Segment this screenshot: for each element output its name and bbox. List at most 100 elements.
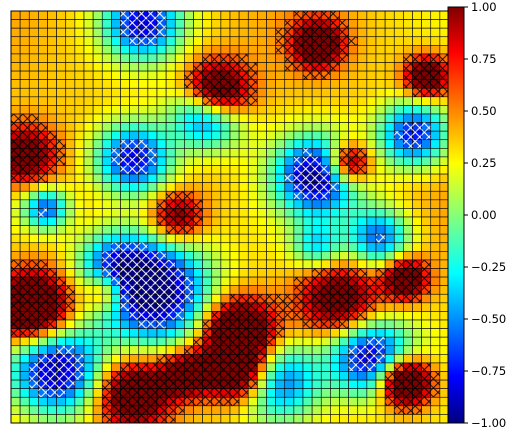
hatch-overlay [184, 371, 194, 381]
heatmap-cell [211, 36, 222, 46]
hatch-overlay [248, 345, 258, 355]
heatmap-cell [247, 45, 258, 55]
heatmap-cell [275, 405, 286, 415]
heatmap-cell [19, 208, 30, 218]
heatmap-cell [101, 87, 112, 98]
hatch-overlay [220, 337, 230, 346]
heatmap-cell [384, 130, 395, 141]
heatmap-cell [184, 319, 194, 329]
hatch-overlay [193, 199, 203, 209]
heatmap-cell [275, 122, 286, 132]
heatmap-cell [211, 130, 222, 141]
hatch-overlay [129, 165, 139, 175]
hatch-overlay [193, 208, 203, 217]
heatmap-cell [211, 19, 222, 29]
heatmap-cell [165, 105, 176, 115]
heatmap-cell [220, 242, 231, 252]
hatch-overlay [129, 302, 139, 312]
heatmap-cell [421, 105, 432, 115]
hatch-overlay [138, 294, 148, 303]
heatmap-cell [247, 27, 258, 38]
hatch-overlay [376, 294, 386, 303]
heatmap-cell [193, 113, 203, 123]
heatmap-cell [357, 45, 368, 55]
heatmap-cell [284, 148, 295, 158]
heatmap-cell [184, 62, 194, 72]
heatmap-cell [393, 233, 404, 244]
hatch-overlay [175, 191, 185, 200]
heatmap-cell [211, 190, 222, 201]
heatmap-cell [156, 336, 167, 347]
hatch-overlay [366, 294, 376, 303]
heatmap-cell [10, 379, 21, 389]
heatmap-cell [19, 62, 30, 72]
hatch-overlay [74, 362, 84, 372]
heatmap-cell [384, 405, 395, 415]
heatmap-cell [257, 242, 267, 252]
colorbar-ticks: 1.000.750.500.250.00−0.25−0.50−0.75−1.00 [464, 0, 506, 430]
heatmap-cell [65, 225, 76, 235]
hatch-overlay [239, 362, 249, 372]
heatmap-cell [28, 208, 39, 218]
heatmap-cell [47, 251, 57, 261]
heatmap-cell [293, 96, 304, 106]
heatmap-cell [284, 96, 295, 106]
heatmap-cell [10, 396, 21, 407]
heatmap-cell [10, 345, 21, 355]
heatmap-cell [65, 10, 76, 20]
heatmap-cell [74, 79, 85, 89]
heatmap-cell [366, 259, 377, 269]
hatch-overlay [275, 45, 285, 54]
heatmap-cell [28, 405, 39, 415]
heatmap-cell [430, 345, 441, 355]
hatch-overlay [312, 11, 322, 20]
heatmap-cell [211, 259, 222, 269]
heatmap-cell [266, 182, 276, 192]
heatmap-cell [83, 268, 94, 278]
hatch-overlay [47, 302, 57, 312]
hatch-overlay [184, 217, 194, 226]
heatmap-cell [10, 242, 21, 252]
hatch-overlay [266, 320, 276, 329]
hatch-overlay [230, 62, 240, 72]
heatmap-cell [284, 225, 295, 235]
hatch-overlay [11, 328, 21, 338]
heatmap-cell [366, 45, 377, 55]
heatmap-cell [92, 302, 103, 312]
hatch-overlay [47, 362, 57, 372]
hatch-overlay [220, 62, 230, 72]
heatmap-cell [174, 336, 185, 347]
heatmap-cell [384, 36, 395, 46]
hatch-overlay [266, 294, 276, 303]
heatmap-cell [74, 233, 85, 244]
heatmap-cell [165, 139, 176, 149]
heatmap-cell [174, 122, 185, 132]
heatmap-cell [421, 173, 432, 183]
hatch-overlay [239, 302, 249, 312]
heatmap-cell [138, 70, 149, 80]
heatmap-cell [384, 242, 395, 252]
heatmap-cell [339, 122, 349, 132]
heatmap-cell [320, 225, 331, 235]
heatmap-cell [284, 122, 295, 132]
heatmap-cell [330, 405, 340, 415]
heatmap-cell [92, 113, 103, 123]
hatch-overlay [120, 28, 130, 37]
heatmap-cell [211, 225, 222, 235]
heatmap-cell [83, 319, 94, 329]
hatch-overlay [129, 380, 139, 389]
heatmap-cell [284, 396, 295, 407]
hatch-overlay [20, 148, 30, 157]
hatch-overlay [11, 156, 21, 166]
heatmap-cell [47, 405, 57, 415]
heatmap-cell [184, 113, 194, 123]
hatch-overlay [248, 371, 258, 381]
heatmap-cell [184, 311, 194, 321]
hatch-overlay [312, 191, 322, 200]
heatmap-cell [293, 225, 304, 235]
heatmap-cell [257, 105, 267, 115]
heatmap-cell [266, 242, 276, 252]
hatch-overlay [312, 28, 322, 37]
heatmap-cell [120, 328, 130, 338]
heatmap-cell [403, 311, 413, 321]
